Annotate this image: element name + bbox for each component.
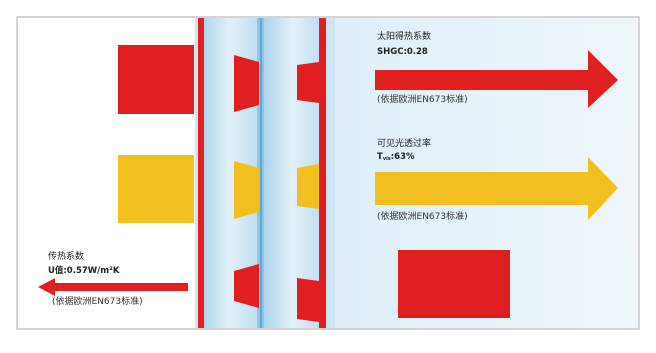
heat-cavity-2-block [297, 278, 319, 322]
uvalue-value: U值:0.57W/m²K [48, 266, 120, 276]
glass-pane-outer [198, 18, 204, 328]
visible-note: (依据欧洲EN673标准) [377, 212, 468, 222]
solar-note: (依据欧洲EN673标准) [377, 95, 468, 105]
visible-cavity-2-block [297, 164, 319, 209]
solar-incoming-block [118, 45, 194, 114]
visible-cavity-1-block [234, 161, 259, 219]
solar-cavity-2-block [297, 62, 319, 103]
visible-incoming-block [118, 155, 194, 223]
heat-interior-block [398, 250, 510, 318]
visible-arrow [375, 157, 618, 220]
glass-pane-inner [319, 18, 326, 328]
heat-cavity-1-block [234, 264, 259, 308]
visible-value: Tvis:63% [377, 152, 415, 162]
visible-value-prefix: T [377, 152, 383, 162]
uvalue-title: 传热系数 [48, 252, 85, 262]
solar-cavity-1-block [234, 55, 259, 112]
uvalue-note: (依据欧洲EN673标准) [52, 297, 143, 307]
solar-value: SHGC:0.28 [377, 47, 428, 57]
glass-pane-middle-edge [260, 18, 262, 328]
solar-arrow [375, 50, 618, 108]
visible-value-sub: vis [382, 156, 391, 162]
visible-title: 可见光透过率 [377, 139, 432, 149]
visible-value-suffix: :63% [390, 152, 415, 162]
solar-title: 太阳得热系数 [377, 32, 432, 42]
heat-loss-arrow [38, 278, 188, 296]
